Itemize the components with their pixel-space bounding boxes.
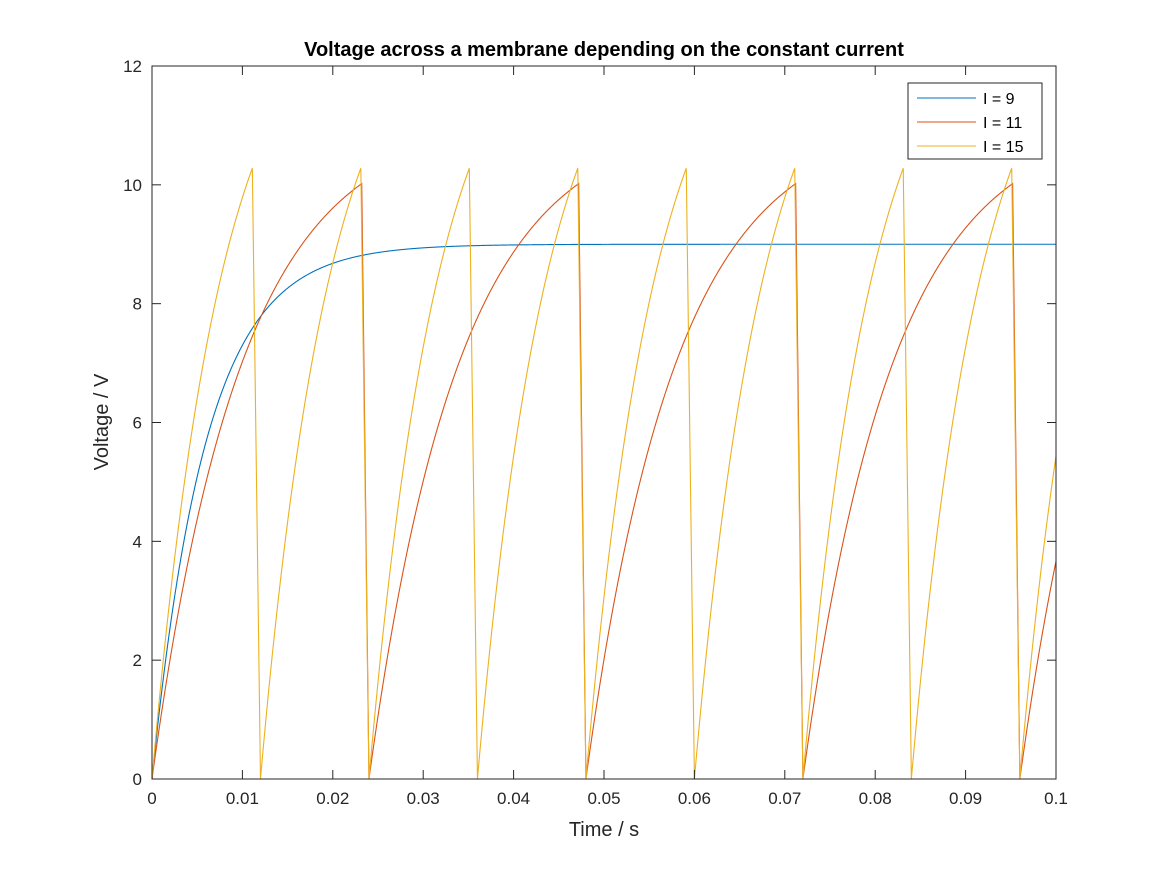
legend-label-series-1: I = 9 <box>983 91 1015 108</box>
x-tick-label: 0.09 <box>949 789 982 808</box>
x-tick-label: 0.04 <box>497 789 530 808</box>
x-tick-label: 0.06 <box>678 789 711 808</box>
y-axis-label: Voltage / V <box>91 373 113 470</box>
series-line-1 <box>151 243 1056 780</box>
y-tick-label: 2 <box>133 651 142 670</box>
x-axis-label: Time / s <box>569 819 639 841</box>
y-tick-label: 10 <box>123 176 142 195</box>
x-tick-label: 0.1 <box>1044 789 1068 808</box>
series-line-3 <box>151 168 1057 780</box>
x-tick-label: 0.08 <box>859 789 892 808</box>
y-tick-label: 12 <box>123 57 142 76</box>
x-tick-label: 0.02 <box>316 789 349 808</box>
plot-area <box>152 66 1056 779</box>
y-tick-label: 4 <box>133 532 142 551</box>
y-tick-label: 8 <box>133 295 142 314</box>
y-tick-label: 0 <box>133 770 142 789</box>
x-tick-label: 0.05 <box>587 789 620 808</box>
legend-label-series-3: I = 15 <box>983 139 1024 156</box>
x-tick-label: 0.03 <box>407 789 440 808</box>
legend[interactable]: I = 9 I = 11 I = 15 <box>907 82 1043 160</box>
x-tick-label: 0.01 <box>226 789 259 808</box>
x-tick-label: 0.07 <box>768 789 801 808</box>
y-tick-label: 6 <box>133 414 142 433</box>
legend-label-series-2: I = 11 <box>983 115 1022 132</box>
chart-title: Voltage across a membrane depending on t… <box>304 39 904 61</box>
y-axis: 0 2 4 6 8 10 12 <box>123 57 1056 789</box>
x-tick-label: 0 <box>147 789 156 808</box>
series-layer <box>151 168 1057 780</box>
x-axis: 0 0.01 0.02 0.03 0.04 0.05 0.06 0.07 0.08 0.09 0.1 <box>147 66 1068 808</box>
